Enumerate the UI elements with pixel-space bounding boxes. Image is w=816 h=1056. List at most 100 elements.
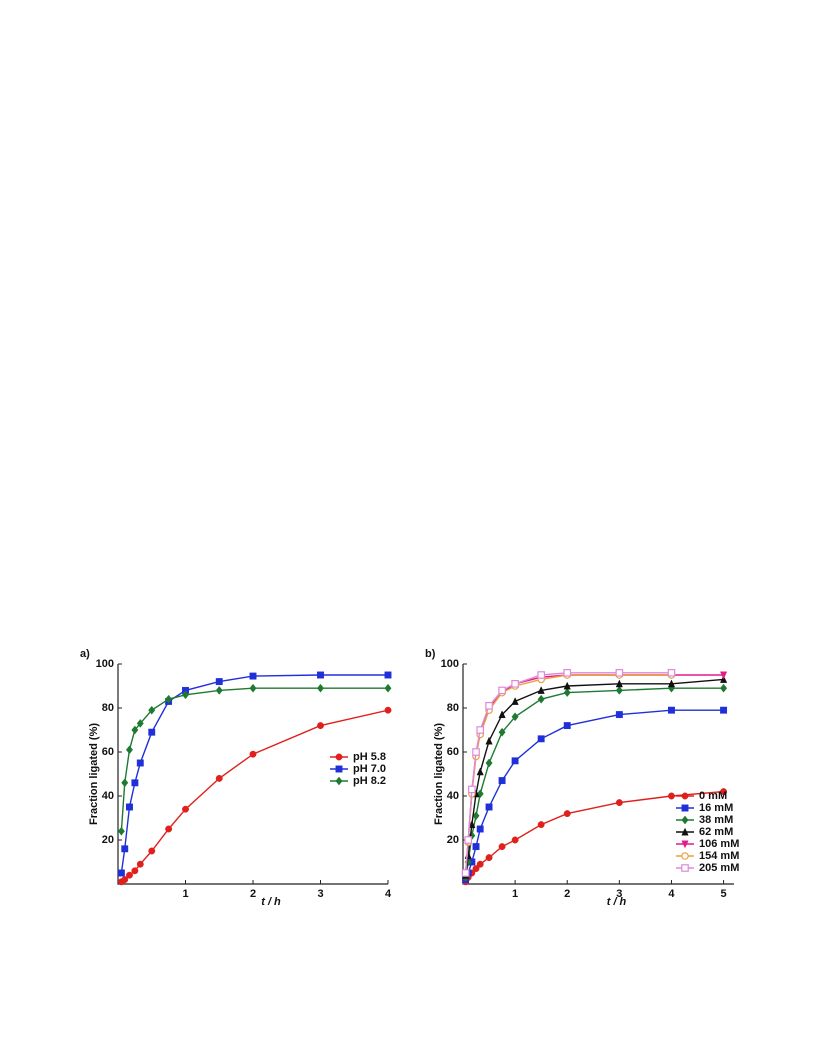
data-point	[498, 727, 506, 737]
data-point	[384, 683, 392, 693]
series-line	[120, 709, 389, 883]
x-tick-label: 2	[250, 888, 256, 900]
data-point	[121, 778, 129, 788]
data-point	[615, 685, 623, 695]
data-point	[181, 690, 190, 700]
data-point	[720, 683, 728, 693]
x-tick-label: 3	[317, 888, 323, 900]
data-point	[485, 701, 493, 710]
data-point	[615, 711, 623, 719]
data-point	[472, 843, 480, 851]
legend-label: 106 mM	[699, 838, 739, 850]
legend-marker	[335, 765, 343, 773]
data-point	[668, 792, 675, 800]
y-tick-label: 40	[447, 790, 459, 802]
data-point	[249, 750, 257, 758]
y-tick-label: 80	[447, 702, 459, 714]
legend-marker	[681, 792, 689, 800]
data-point	[615, 799, 623, 807]
data-point	[117, 826, 125, 836]
panel-title: b)	[425, 648, 436, 660]
data-point	[249, 672, 257, 680]
legend-marker	[681, 827, 689, 836]
data-point	[476, 767, 484, 776]
x-tick-label: 3	[616, 888, 622, 900]
legend-label: pH 8.2	[353, 775, 386, 787]
data-point	[472, 865, 480, 873]
legend-label: 16 mM	[699, 802, 733, 814]
data-point	[215, 678, 223, 686]
data-point	[148, 847, 156, 855]
data-point	[537, 671, 545, 679]
data-point	[720, 706, 728, 714]
data-point	[615, 679, 623, 688]
y-axis-label: Fraction ligated (%)	[88, 723, 100, 825]
legend-label: 38 mM	[699, 814, 733, 826]
series-line	[464, 674, 672, 874]
data-point	[537, 735, 545, 743]
y-tick-label: 20	[102, 834, 114, 846]
data-point	[511, 712, 519, 722]
legend-label: 205 mM	[699, 862, 739, 874]
data-point	[476, 825, 484, 833]
y-tick-label: 20	[447, 834, 459, 846]
data-point	[317, 722, 324, 730]
data-point	[384, 706, 392, 714]
data-point	[498, 710, 506, 719]
data-point	[511, 679, 519, 688]
data-point	[563, 722, 571, 730]
y-tick-label: 100	[96, 658, 114, 670]
data-point	[498, 777, 506, 785]
data-point	[136, 860, 144, 868]
data-point	[215, 774, 223, 782]
y-tick-label: 40	[102, 790, 114, 802]
data-point	[148, 728, 156, 736]
x-axis-label: t / h	[607, 896, 627, 908]
data-point	[384, 671, 392, 679]
data-point	[485, 758, 493, 768]
legend-marker	[681, 815, 689, 825]
data-point	[476, 726, 484, 734]
x-tick-label: 5	[721, 888, 727, 900]
data-point	[461, 869, 470, 877]
data-point	[511, 697, 519, 705]
y-tick-label: 80	[102, 702, 114, 714]
data-point	[719, 671, 728, 680]
y-axis-label: Fraction ligated (%)	[433, 723, 445, 825]
legend-marker	[681, 804, 689, 812]
data-point	[563, 668, 572, 677]
x-tick-label: 1	[182, 888, 188, 900]
data-point	[468, 785, 476, 794]
data-point	[485, 854, 493, 862]
data-point	[476, 860, 484, 868]
data-point	[563, 688, 571, 698]
legend-label: 154 mM	[699, 850, 739, 862]
data-point	[317, 671, 324, 679]
legend-label: 62 mM	[699, 826, 733, 838]
data-point	[668, 706, 675, 714]
data-point	[511, 757, 519, 765]
x-tick-label: 4	[385, 888, 392, 900]
data-point	[472, 748, 480, 756]
y-tick-label: 60	[447, 746, 459, 758]
data-point	[125, 745, 133, 755]
data-point	[117, 869, 125, 877]
data-point	[485, 803, 493, 811]
legend-marker	[681, 840, 689, 849]
y-tick-label: 100	[441, 658, 459, 670]
series-line	[120, 674, 388, 874]
data-point	[468, 820, 476, 829]
data-point	[131, 779, 139, 787]
legend-marker	[335, 753, 343, 761]
data-point	[165, 825, 173, 833]
legend-label: pH 5.8	[353, 751, 386, 763]
x-tick-label: 2	[564, 888, 570, 900]
data-point	[511, 836, 519, 844]
data-point	[537, 694, 545, 704]
data-point	[182, 805, 189, 813]
data-point	[136, 759, 144, 767]
data-point	[498, 843, 506, 851]
legend-label: 0 mM	[699, 790, 727, 802]
data-point	[126, 871, 133, 879]
